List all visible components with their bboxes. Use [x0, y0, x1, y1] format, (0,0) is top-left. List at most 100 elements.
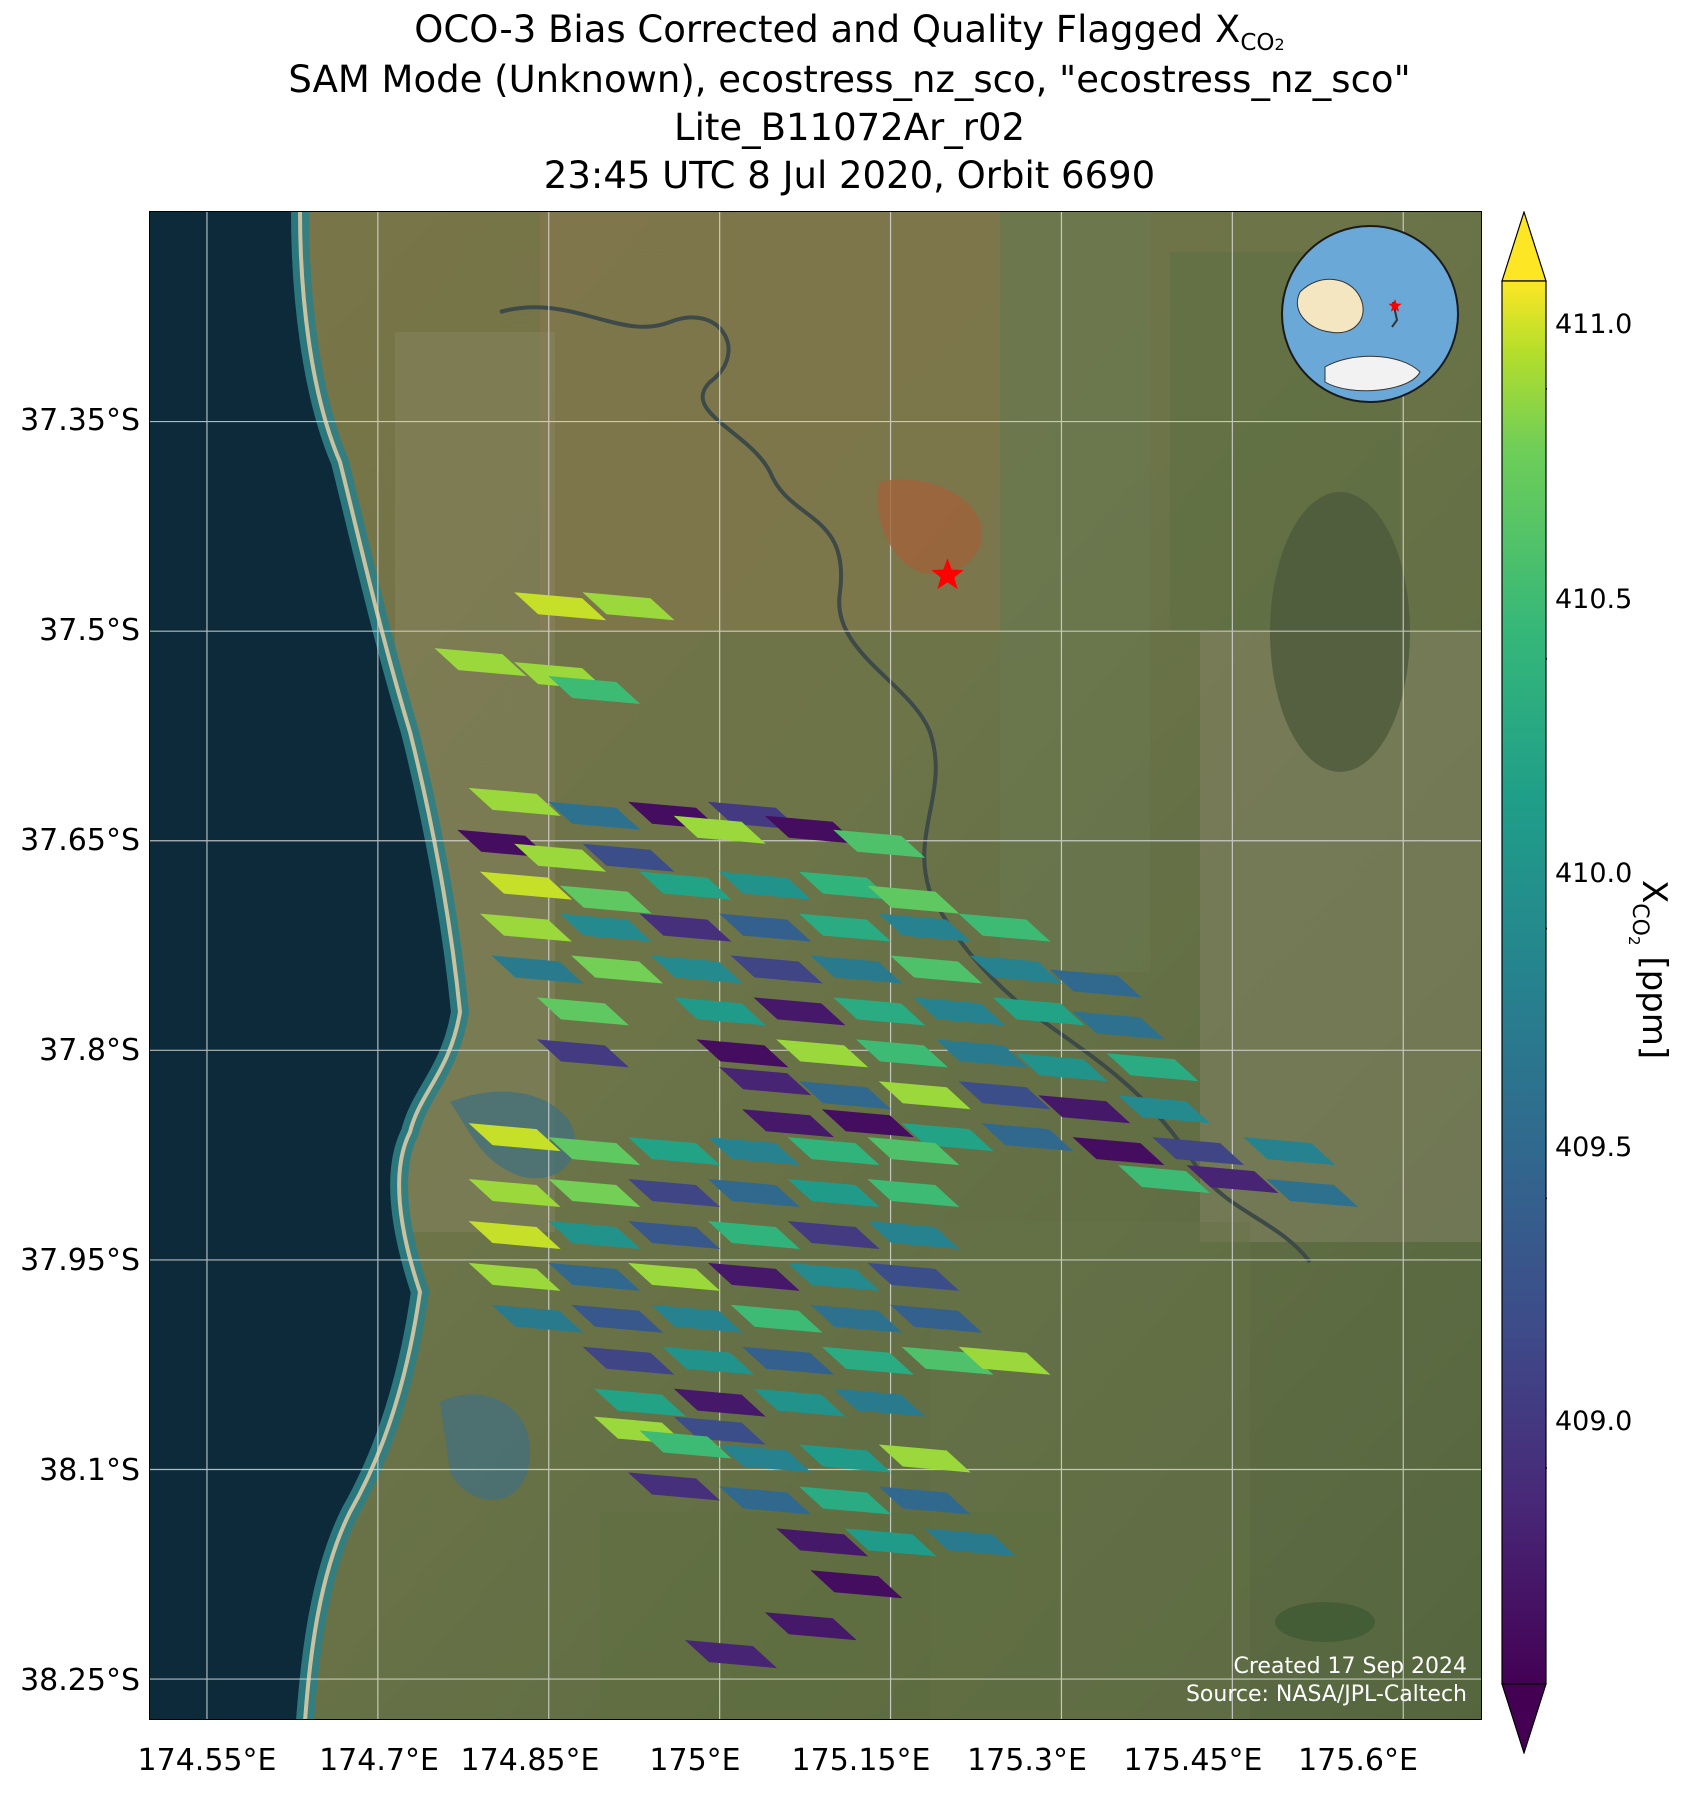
sounding-footprint	[833, 829, 926, 858]
sounding-footprint	[958, 1346, 1051, 1375]
title-line4: 23:45 UTC 8 Jul 2020, Orbit 6690	[543, 154, 1156, 197]
harbour	[440, 1394, 530, 1500]
sounding-footprint	[571, 955, 664, 984]
sounding-footprint	[867, 1179, 960, 1208]
sounding-footprint	[867, 1220, 960, 1249]
sounding-footprint	[890, 1304, 983, 1333]
graticule	[150, 212, 1481, 1719]
sounding-footprint	[1072, 1137, 1165, 1166]
sounding-footprint	[890, 955, 983, 984]
sounding-footprint	[798, 913, 891, 942]
sounding-footprint	[810, 1304, 903, 1333]
sounding-footprint	[878, 1081, 971, 1110]
lat-label: 37.65°S	[20, 823, 140, 858]
sounding-footprint	[764, 815, 857, 844]
sounding-footprint	[730, 1304, 823, 1333]
credit-source: Source: NASA/JPL-Caltech	[1185, 1682, 1467, 1707]
sounding-footprint	[707, 1179, 800, 1208]
map-panel[interactable]: Created 17 Sep 2024 Source: NASA/JPL-Cal…	[149, 211, 1482, 1720]
wetland	[1270, 492, 1410, 772]
sounding-footprint	[707, 1220, 800, 1249]
sounding-footprint	[719, 1444, 812, 1473]
lon-label: 174.7°E	[319, 1743, 439, 1778]
credit-created: Created 17 Sep 2024	[1233, 1654, 1468, 1679]
lon-label: 175.3°E	[967, 1743, 1087, 1778]
inset-star	[1388, 299, 1402, 312]
sounding-footprint	[628, 1179, 721, 1208]
sounding-footprint	[536, 997, 629, 1026]
sounding-footprint	[821, 1109, 914, 1138]
colorbar	[1501, 211, 1547, 1754]
sounding-footprint	[548, 1137, 641, 1166]
sounding-footprint	[1049, 969, 1142, 998]
sounding-footprint	[468, 1123, 561, 1152]
sounding-footprint	[992, 997, 1085, 1026]
sounding-footprint	[958, 1081, 1051, 1110]
sounding-footprint	[730, 955, 823, 984]
sounding-footprint	[798, 1486, 891, 1515]
sounding-footprint	[639, 1430, 732, 1459]
sounding-footprint	[673, 997, 766, 1026]
sounding-footprint	[491, 955, 584, 984]
sounding-footprint	[844, 1528, 937, 1557]
sounding-footprint	[479, 913, 572, 942]
lon-label: 175.6°E	[1298, 1743, 1418, 1778]
sounding-footprint	[582, 843, 675, 872]
sounding-footprint	[559, 913, 652, 942]
sounding-footprint	[548, 1262, 641, 1291]
sounding-footprint	[1038, 1095, 1131, 1124]
sounding-footprint	[776, 1528, 869, 1557]
sounding-footprint	[810, 1570, 903, 1599]
lat-label: 37.5°S	[39, 613, 140, 648]
inset-target-star-icon	[1388, 299, 1402, 312]
sounding-footprint	[981, 1123, 1074, 1152]
xco2-soundings	[434, 592, 1359, 1669]
sounding-footprint	[628, 1472, 721, 1501]
svg-text:XCO2 [ppm]: XCO2 [ppm]	[1625, 880, 1674, 1059]
lat-label: 37.8°S	[39, 1033, 140, 1068]
colorbar-tick-label: 411.0	[1555, 309, 1633, 340]
sounding-footprint	[969, 955, 1062, 984]
sounding-footprint	[958, 913, 1051, 942]
sounding-footprint	[548, 1220, 641, 1249]
title-sub-2: 2	[1274, 35, 1285, 55]
sounding-footprint	[742, 1346, 835, 1375]
chart-title: OCO-3 Bias Corrected and Quality Flagged…	[0, 6, 1699, 69]
colorbar-extend-min	[1501, 1683, 1547, 1754]
colorbar-tick-label: 409.0	[1555, 1406, 1633, 1437]
sounding-footprint	[776, 1039, 869, 1068]
sounding-footprint	[878, 1486, 971, 1515]
sounding-footprint	[878, 1444, 971, 1473]
colorbar-extend-max	[1501, 211, 1547, 282]
inset-globe	[1281, 225, 1459, 403]
sounding-footprint	[548, 1179, 641, 1208]
lat-label: 37.35°S	[20, 403, 140, 438]
sounding-footprint	[434, 648, 527, 677]
sounding-footprint	[878, 913, 971, 942]
sounding-footprint	[719, 913, 812, 942]
sounding-footprint	[1266, 1179, 1359, 1208]
target-area	[877, 479, 982, 574]
sounding-footprint	[787, 1220, 880, 1249]
sounding-footprint	[707, 1262, 800, 1291]
title-line3: Lite_B11072Ar_r02	[673, 106, 1026, 149]
sounding-footprint	[867, 1137, 960, 1166]
cbar-label-2: 2	[1625, 936, 1643, 946]
sounding-footprint	[719, 871, 812, 900]
sounding-footprint	[719, 1067, 812, 1096]
sounding-footprint	[673, 815, 766, 844]
sounding-footprint	[582, 592, 675, 621]
sounding-footprint	[491, 1304, 584, 1333]
land-tile	[1000, 212, 1150, 972]
sounding-footprint	[593, 1388, 686, 1417]
lon-label: 175.45°E	[1123, 1743, 1263, 1778]
sounding-footprint	[1072, 1011, 1165, 1040]
sounding-footprint	[855, 1039, 948, 1068]
sounding-footprint	[742, 1109, 835, 1138]
sounding-footprint	[833, 997, 926, 1026]
sounding-footprint	[628, 1262, 721, 1291]
sounding-footprint	[650, 955, 743, 984]
sounding-footprint	[628, 1137, 721, 1166]
sounding-footprint	[536, 1039, 629, 1068]
sounding-footprint	[685, 1640, 778, 1669]
